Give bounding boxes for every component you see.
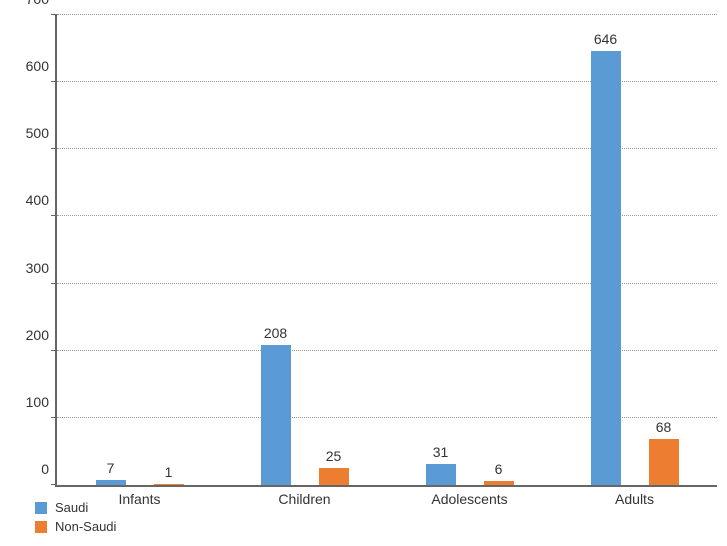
legend-item: Saudi [35, 500, 116, 515]
x-category-label: Children [278, 485, 330, 507]
legend-swatch [35, 521, 47, 533]
bar: 68 [649, 439, 679, 485]
y-tick-mark [51, 283, 57, 284]
y-tick-mark [51, 81, 57, 82]
bar: 25 [319, 468, 349, 485]
bar-value-label: 6 [495, 461, 503, 481]
x-category-label: Adults [615, 485, 654, 507]
bar-value-label: 68 [656, 419, 672, 439]
bar-value-label: 7 [107, 460, 115, 480]
y-tick-label: 300 [26, 260, 57, 276]
y-tick-mark [51, 148, 57, 149]
y-tick-mark [51, 350, 57, 351]
y-tick-label: 200 [26, 327, 57, 343]
y-tick-label: 700 [26, 0, 57, 7]
y-tick-mark [51, 417, 57, 418]
bar-value-label: 25 [326, 448, 342, 468]
y-tick-label: 0 [41, 461, 57, 477]
legend-label: Non-Saudi [55, 519, 116, 534]
bar-value-label: 646 [594, 31, 617, 51]
legend-swatch [35, 502, 47, 514]
x-category-label: Infants [118, 485, 160, 507]
gridline [57, 14, 717, 15]
legend-label: Saudi [55, 500, 88, 515]
bar: 208 [261, 345, 291, 485]
y-tick-mark [51, 14, 57, 15]
bar-value-label: 31 [433, 444, 449, 464]
bar: 31 [426, 464, 456, 485]
legend-item: Non-Saudi [35, 519, 116, 534]
plot-area: 010020030040050060070071Infants20825Chil… [55, 15, 717, 487]
y-tick-label: 100 [26, 394, 57, 410]
legend: Saudi Non-Saudi [35, 500, 116, 538]
y-tick-label: 600 [26, 58, 57, 74]
bar-value-label: 1 [165, 464, 173, 484]
y-tick-mark [51, 484, 57, 485]
bar: 646 [591, 51, 621, 485]
bar-chart: 010020030040050060070071Infants20825Chil… [0, 0, 727, 546]
y-tick-mark [51, 215, 57, 216]
y-tick-label: 500 [26, 125, 57, 141]
x-category-label: Adolescents [431, 485, 507, 507]
bar-value-label: 208 [264, 325, 287, 345]
y-tick-label: 400 [26, 192, 57, 208]
